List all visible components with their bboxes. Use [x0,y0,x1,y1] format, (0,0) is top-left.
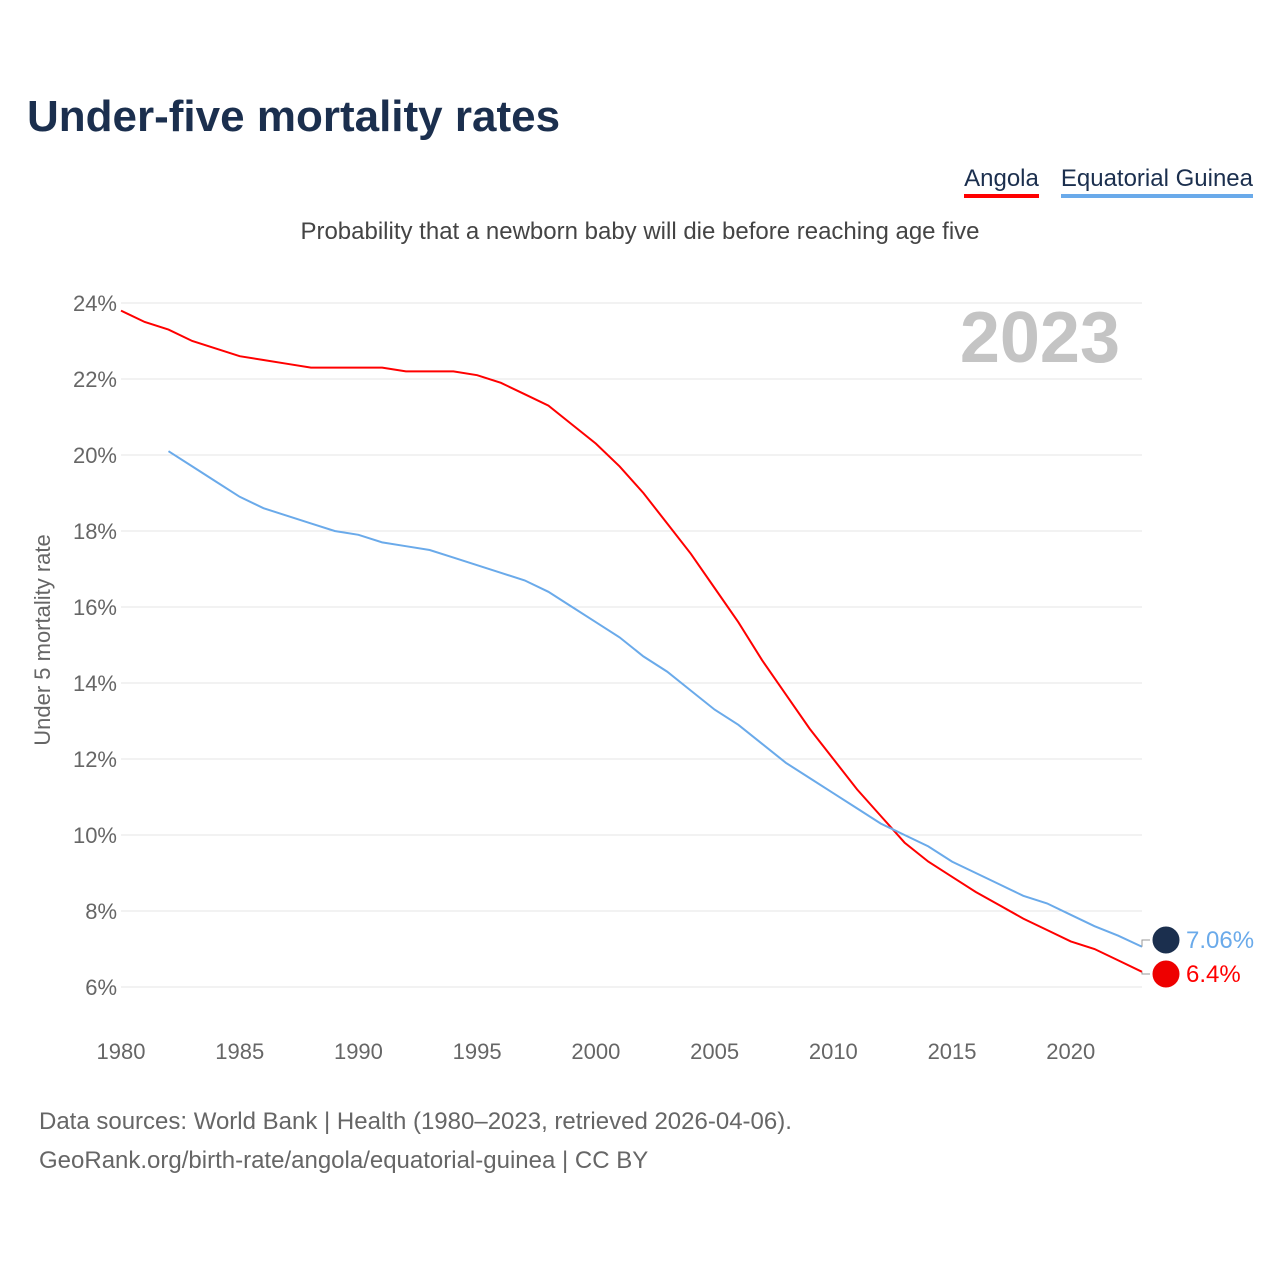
y-tick-label: 8% [85,899,117,924]
series-line-angola [120,309,1143,973]
label-connector [1141,939,1150,947]
y-tick-label: 22% [73,367,117,392]
angola-flag-icon [1151,959,1181,989]
y-tick-label: 10% [73,823,117,848]
x-tick-label: 2010 [809,1039,858,1064]
x-tick-label: 1990 [334,1039,383,1064]
equatorial-guinea-flag-icon [1151,925,1181,955]
y-tick-label: 24% [73,291,117,316]
x-tick-label: 2005 [690,1039,739,1064]
label-connector [1141,971,1150,975]
chart-subtitle: Probability that a newborn baby will die… [300,218,980,245]
x-tick-label: 1985 [215,1039,264,1064]
y-tick-label: 16% [73,595,117,620]
x-tick-label: 2020 [1046,1039,1095,1064]
y-tick-label: 20% [73,443,117,468]
y-tick-label: 14% [73,671,117,696]
legend-angola[interactable]: Angola [964,165,1039,198]
x-tick-label: 2000 [571,1039,620,1064]
end-value-label: 6.4% [1186,961,1241,988]
y-tick-label: 12% [73,747,117,772]
y-axis-label: Under 5 mortality rate [30,534,55,746]
legend: Angola Equatorial Guinea [964,165,1253,198]
series-line-equatorial-guinea [167,450,1143,948]
x-tick-label: 2015 [928,1039,977,1064]
legend-equatorial-guinea[interactable]: Equatorial Guinea [1060,165,1253,198]
x-tick-label: 1980 [97,1039,146,1064]
y-tick-label: 18% [73,519,117,544]
y-tick-label: 6% [85,975,117,1000]
source-line-2[interactable]: GeoRank.org/birth-rate/angola/equatorial… [39,1147,649,1174]
source-line-1: Data sources: World Bank | Health (1980–… [39,1108,792,1135]
x-tick-label: 1995 [453,1039,502,1064]
year-label: 2023 [960,298,1120,378]
chart-title: Under-five mortality rates [27,92,561,141]
end-value-label: 7.06% [1186,927,1254,954]
